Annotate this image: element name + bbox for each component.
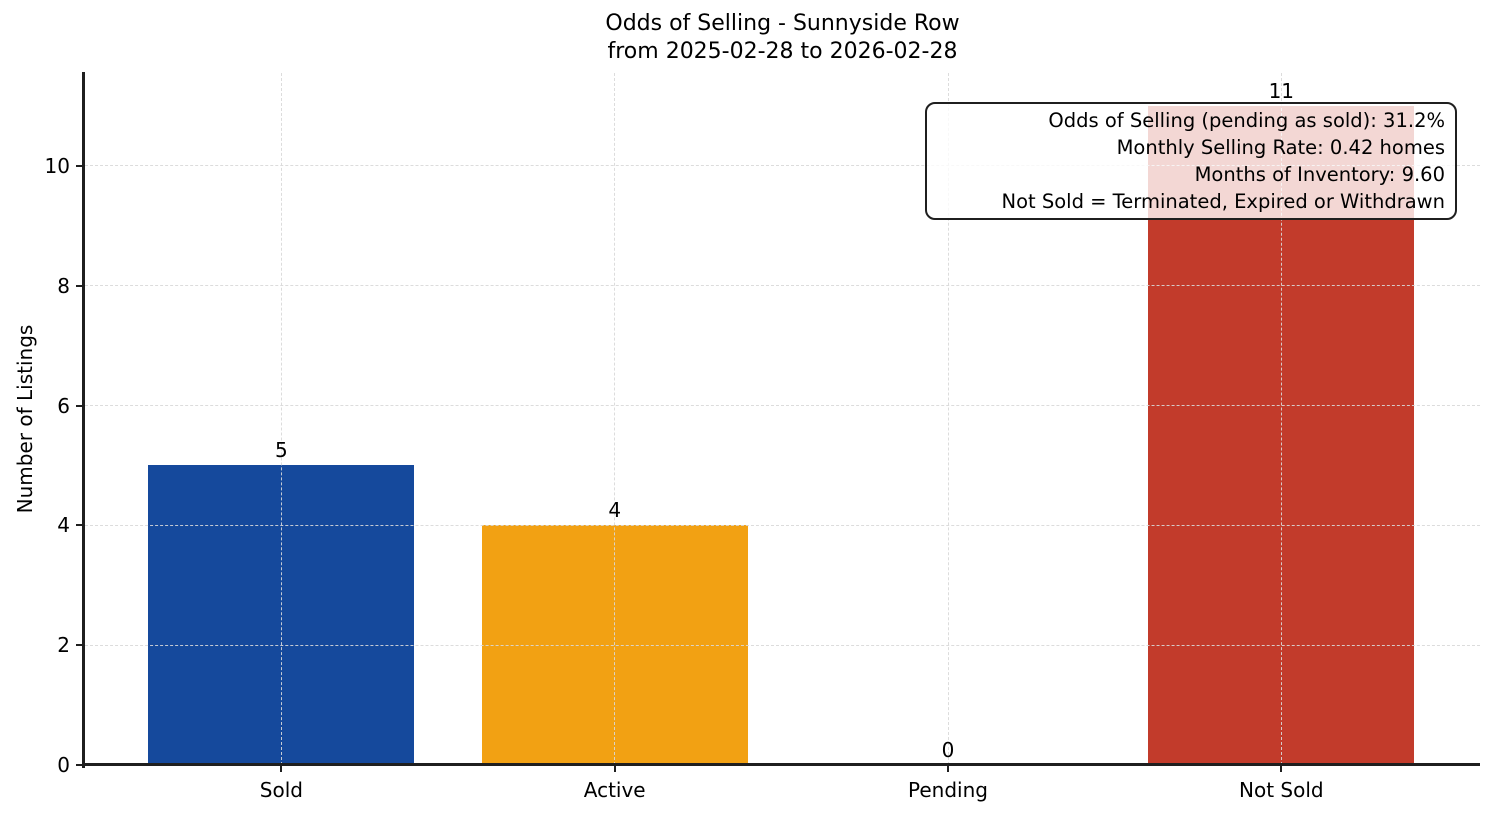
x-tick-label-sold: Sold bbox=[259, 778, 303, 802]
y-tick-label: 2 bbox=[57, 633, 70, 658]
y-tick-label: 6 bbox=[57, 393, 70, 418]
y-tick-label: 4 bbox=[57, 513, 70, 538]
annotation-line-selling-rate: Monthly Selling Rate: 0.42 homes bbox=[1116, 136, 1445, 159]
y-tick-mark bbox=[76, 524, 85, 527]
y-tick-mark bbox=[76, 764, 85, 766]
chart-title-line2: from 2025-02-28 to 2026-02-28 bbox=[607, 39, 958, 64]
y-tick-label: 8 bbox=[57, 273, 70, 298]
x-axis-spine bbox=[84, 763, 1480, 766]
y-tick-mark bbox=[76, 404, 85, 407]
y-tick-label: 0 bbox=[57, 753, 70, 777]
chart-title-line1: Odds of Selling - Sunnyside Row bbox=[605, 11, 960, 36]
x-tick-label-pending: Pending bbox=[908, 778, 988, 802]
y-tick-mark bbox=[76, 284, 85, 287]
y-axis-spine bbox=[82, 72, 85, 768]
bar-value-label-not-sold: 11 bbox=[1268, 78, 1295, 103]
x-tick-mark bbox=[280, 765, 283, 772]
y-tick-label: 10 bbox=[44, 153, 70, 178]
h-gridline bbox=[85, 644, 1480, 646]
bar-value-label-active: 4 bbox=[608, 498, 622, 523]
x-tick-mark bbox=[1280, 765, 1283, 772]
annotation-line-not-sold-def: Not Sold = Terminated, Expired or Withdr… bbox=[1001, 190, 1445, 213]
x-tick-label-not-sold: Not Sold bbox=[1239, 778, 1324, 802]
bar-value-label-sold: 5 bbox=[275, 438, 288, 463]
h-gridline bbox=[85, 285, 1480, 287]
v-gridline bbox=[1280, 73, 1282, 765]
v-gridline bbox=[280, 73, 282, 765]
x-tick-label-active: Active bbox=[583, 778, 646, 802]
y-tick-mark bbox=[76, 644, 85, 647]
x-tick-mark bbox=[947, 765, 949, 772]
v-gridline bbox=[614, 73, 616, 765]
h-gridline bbox=[85, 165, 1480, 167]
y-tick-mark bbox=[76, 164, 85, 167]
y-axis-label: Number of Listings bbox=[13, 324, 37, 514]
x-tick-mark bbox=[613, 765, 616, 772]
annotation-box: Odds of Selling (pending as sold): 31.2%… bbox=[925, 102, 1457, 220]
chart-title: Odds of Selling - Sunnyside Row from 202… bbox=[85, 10, 1480, 66]
h-gridline bbox=[85, 524, 1480, 526]
v-gridline bbox=[947, 73, 949, 765]
h-gridline bbox=[85, 405, 1480, 407]
annotation-line-inventory: Months of Inventory: 9.60 bbox=[1194, 163, 1445, 186]
bar-value-label-pending: 0 bbox=[941, 738, 955, 762]
annotation-line-odds: Odds of Selling (pending as sold): 31.2% bbox=[1048, 109, 1445, 132]
